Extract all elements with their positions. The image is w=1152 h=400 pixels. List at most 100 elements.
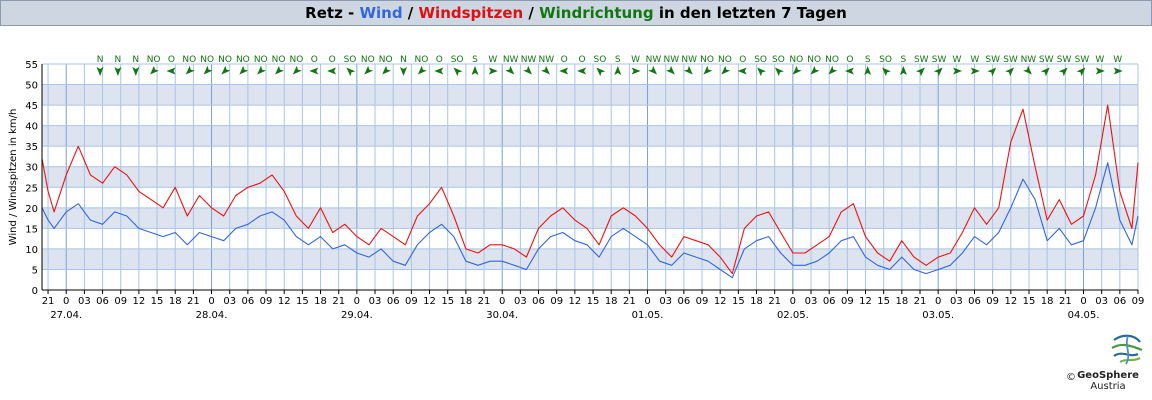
x-tick-label: 03	[659, 296, 672, 307]
direction-label: W	[1095, 55, 1104, 65]
direction-arrow	[523, 65, 533, 75]
x-tick-labels: 21 0 03 06 09 12 15 18 21 0 03 06 09 12 15 18 21 0 03 06 09 1…	[42, 296, 1145, 307]
direction-arrow	[185, 65, 195, 75]
direction-arrow	[400, 67, 407, 76]
direction-arrow	[864, 66, 872, 75]
date-labels: 27.04. 28.04. 29.04. 30.04. 01.05. 02.05. 03.0…	[50, 310, 1099, 321]
direction-label: W	[970, 55, 979, 65]
direction-label: W	[488, 55, 497, 65]
direction-arrow-head	[96, 67, 104, 76]
direction-arrow	[1076, 67, 1086, 77]
direction-arrow	[683, 65, 693, 75]
x-tick-label: 0	[63, 296, 69, 307]
direction-arrow-head	[382, 65, 392, 75]
direction-row: N N N NO O NO NO NO NO NO NO NO O O SO NO NO N NO O SO S W NW NW…	[96, 55, 1123, 77]
direction-label: S	[472, 55, 478, 65]
direction-arrow	[970, 67, 980, 75]
direction-arrow-head	[434, 67, 444, 75]
direction-arrow-head	[792, 65, 802, 75]
x-tick-label: 18	[895, 296, 908, 307]
x-tick-label: 18	[605, 296, 618, 307]
date-label: 03.05.	[922, 310, 954, 321]
direction-label: NO	[254, 55, 268, 65]
direction-arrow	[453, 67, 463, 77]
x-tick-label: 15	[877, 296, 890, 307]
direction-label: O	[168, 55, 175, 65]
direction-label: NO	[414, 55, 428, 65]
direction-label: SO	[594, 55, 607, 65]
direction-arrow-head	[257, 65, 267, 75]
direction-label: SO	[344, 55, 357, 65]
band	[42, 166, 1138, 188]
direction-arrow	[471, 66, 479, 75]
direction-arrow-head	[810, 65, 820, 75]
direction-arrow-head	[559, 67, 569, 75]
direction-label: SO	[879, 55, 892, 65]
direction-label: NW	[521, 55, 537, 65]
band	[42, 207, 1138, 229]
title-sep-2: /	[402, 4, 419, 22]
direction-arrow	[150, 65, 159, 75]
x-tick-label: 06	[387, 296, 400, 307]
direction-arrow-head	[239, 65, 249, 75]
x-tick-label: 0	[499, 296, 505, 307]
direction-arrow-head	[1076, 67, 1086, 77]
direction-arrow-head	[309, 67, 319, 75]
direction-arrow-head	[114, 67, 122, 76]
direction-arrow-head	[737, 67, 747, 75]
x-tick-label: 21	[768, 296, 781, 307]
direction-arrow-head	[275, 65, 284, 75]
x-tick-label: 03	[78, 296, 91, 307]
direction-arrow-head	[882, 67, 891, 77]
title-wind: Wind	[359, 4, 403, 22]
direction-arrow	[648, 65, 658, 75]
direction-arrow	[757, 67, 766, 77]
direction-label: NO	[700, 55, 714, 65]
direction-arrow-head	[132, 67, 140, 76]
direction-arrow-head	[185, 65, 195, 75]
direction-arrow	[166, 67, 176, 75]
band	[42, 125, 1138, 147]
direction-arrow-head	[1040, 67, 1050, 77]
direction-arrow	[614, 66, 622, 75]
direction-arrow	[721, 65, 731, 75]
x-tick-label: 15	[151, 296, 164, 307]
direction-arrow	[541, 65, 550, 75]
direction-arrow-head	[844, 67, 854, 75]
direction-arrow	[114, 67, 122, 76]
x-tick-label: 0	[935, 296, 941, 307]
direction-arrow	[1040, 67, 1050, 77]
direction-arrow	[364, 65, 374, 75]
x-tick-label: 21	[42, 296, 55, 307]
direction-label: NO	[147, 55, 161, 65]
direction-label: NO	[290, 55, 304, 65]
direction-arrow	[559, 67, 569, 75]
direction-label: N	[132, 55, 139, 65]
direction-arrow-head	[915, 67, 925, 77]
direction-label: N	[400, 55, 407, 65]
logo-name: GeoSphere	[1077, 370, 1139, 381]
x-tick-label: 03	[223, 296, 236, 307]
direction-label: S	[865, 55, 871, 65]
direction-label: O	[329, 55, 336, 65]
direction-label: N	[115, 55, 122, 65]
y-tick-label: 45	[25, 101, 38, 112]
direction-arrow-head	[417, 65, 427, 75]
background-bands	[42, 84, 1138, 270]
direction-arrow	[828, 65, 838, 75]
direction-arrow	[505, 65, 515, 75]
series-line-wind	[41, 162, 1139, 279]
title-gusts: Windspitzen	[418, 4, 524, 22]
direction-arrow	[346, 67, 356, 77]
direction-label: SW	[1057, 55, 1072, 65]
x-tick-label: 06	[1113, 296, 1126, 307]
x-tick-label: 21	[187, 296, 200, 307]
x-tick-label: 12	[133, 296, 146, 307]
direction-label: NO	[218, 55, 232, 65]
direction-arrow-head	[471, 66, 479, 75]
direction-arrow-head	[864, 66, 872, 75]
x-tick-label: 12	[278, 296, 291, 307]
direction-arrow	[737, 67, 747, 75]
x-tick-label: 21	[478, 296, 491, 307]
